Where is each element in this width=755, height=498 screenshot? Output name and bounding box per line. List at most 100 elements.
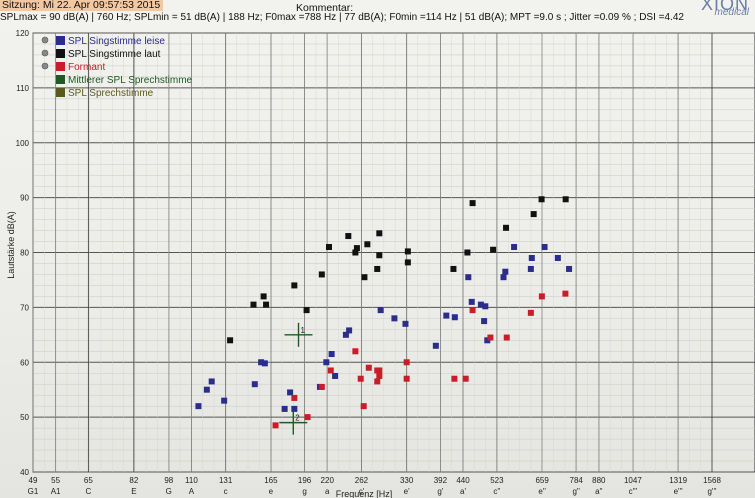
data-point	[263, 301, 270, 308]
data-point	[465, 274, 472, 281]
x-tick-label: 110	[185, 476, 198, 485]
x-tick-label: 131	[219, 476, 233, 485]
x-tick-label: 82	[129, 476, 138, 485]
data-points	[195, 196, 573, 429]
y-tick-label: 40	[20, 468, 29, 477]
x-tick-label: 392	[434, 476, 448, 485]
data-point	[260, 293, 267, 300]
measurement-summary: SPLmax = 90 dB(A) | 760 Hz; SPLmin = 51 …	[0, 12, 684, 23]
x-tick-note: g''	[572, 487, 580, 496]
data-point	[391, 315, 398, 322]
data-point	[326, 244, 333, 251]
speech-marker-label: 1	[301, 326, 306, 335]
data-point	[261, 360, 268, 367]
x-tick-note: a''	[595, 487, 603, 496]
speech-markers: 12	[279, 322, 313, 435]
data-point	[346, 327, 353, 334]
data-point	[450, 265, 457, 272]
data-point	[376, 252, 383, 259]
data-point	[403, 375, 410, 382]
data-point	[353, 245, 360, 252]
legend-label: Mittlerer SPL Sprechstimme	[68, 75, 193, 86]
data-point	[328, 351, 335, 358]
y-axis-ticks: 40 50 60 70 80 90 100 110 120	[16, 29, 30, 477]
x-tick-label: 98	[164, 476, 173, 485]
data-point	[503, 334, 510, 341]
legend-label: SPL Sprechstimme	[68, 88, 154, 99]
x-tick-label: 196	[298, 476, 312, 485]
data-point	[562, 196, 569, 203]
y-tick-label: 100	[16, 139, 30, 148]
data-point	[345, 233, 352, 240]
speech-marker-label: 2	[295, 414, 300, 423]
data-point	[332, 372, 339, 379]
x-tick-label: 220	[321, 476, 335, 485]
x-axis-ticks: 49 G1 55 A1 65 C 82 E 98 G 110 A 131 c 165 e 196 g 220 a 262…	[28, 476, 722, 496]
data-point	[481, 318, 488, 325]
x-tick-label: 262	[355, 476, 369, 485]
x-tick-label: 440	[456, 476, 470, 485]
data-point	[291, 405, 298, 412]
legend-swatch	[56, 36, 65, 45]
data-point	[281, 405, 288, 412]
data-point	[272, 422, 279, 429]
data-point	[528, 254, 535, 261]
data-point	[318, 271, 325, 278]
data-point	[318, 383, 325, 390]
data-point	[527, 309, 534, 316]
data-point	[327, 367, 334, 374]
x-tick-note: c'	[359, 487, 365, 496]
data-point	[530, 211, 537, 218]
y-tick-label: 120	[16, 29, 30, 38]
data-point	[541, 244, 548, 251]
data-point	[469, 307, 476, 314]
data-point	[566, 265, 573, 272]
data-point	[208, 378, 215, 385]
xion-logo: XION	[700, 0, 749, 14]
y-tick-label: 80	[20, 249, 29, 258]
data-point	[357, 375, 364, 382]
data-point	[451, 314, 458, 321]
speaker-icon	[41, 36, 49, 44]
data-point	[462, 375, 469, 382]
x-tick-label: 1047	[624, 476, 642, 485]
x-tick-note: g	[302, 487, 306, 496]
data-point	[443, 312, 450, 319]
data-point	[451, 375, 458, 382]
data-point	[374, 378, 381, 385]
data-point	[360, 403, 367, 410]
data-point	[468, 298, 475, 305]
x-axis-label: Frequenz [Hz]	[336, 489, 393, 498]
data-point	[464, 249, 471, 256]
legend-swatch	[56, 88, 65, 97]
data-point	[251, 381, 258, 388]
x-tick-note: C	[85, 487, 91, 496]
data-point	[361, 274, 368, 281]
legend-swatch	[56, 62, 65, 71]
chart-grid	[32, 32, 755, 473]
speaker-icon	[41, 49, 49, 57]
legend-label: Formant	[68, 62, 105, 73]
data-point	[303, 307, 310, 314]
y-tick-label: 60	[20, 358, 29, 367]
x-tick-note: c'''	[629, 487, 638, 496]
data-point	[203, 386, 210, 393]
x-tick-note: e'	[404, 487, 410, 496]
data-point	[469, 200, 476, 207]
y-tick-label: 90	[20, 194, 29, 203]
data-point	[402, 320, 409, 327]
data-point	[487, 334, 494, 341]
data-point	[365, 364, 372, 371]
data-point	[502, 268, 509, 275]
x-tick-label: 49	[29, 476, 38, 485]
x-tick-label: 523	[490, 476, 504, 485]
data-point	[484, 337, 491, 344]
data-point	[432, 342, 439, 349]
data-point	[562, 290, 569, 297]
data-point	[538, 293, 545, 300]
chart-legend: SPL Singstimme leise SPL Singstimme laut F…	[41, 36, 193, 99]
data-point	[352, 348, 359, 355]
data-point	[352, 249, 359, 256]
y-axis-label: Lautstärke dB(A)	[6, 211, 16, 279]
